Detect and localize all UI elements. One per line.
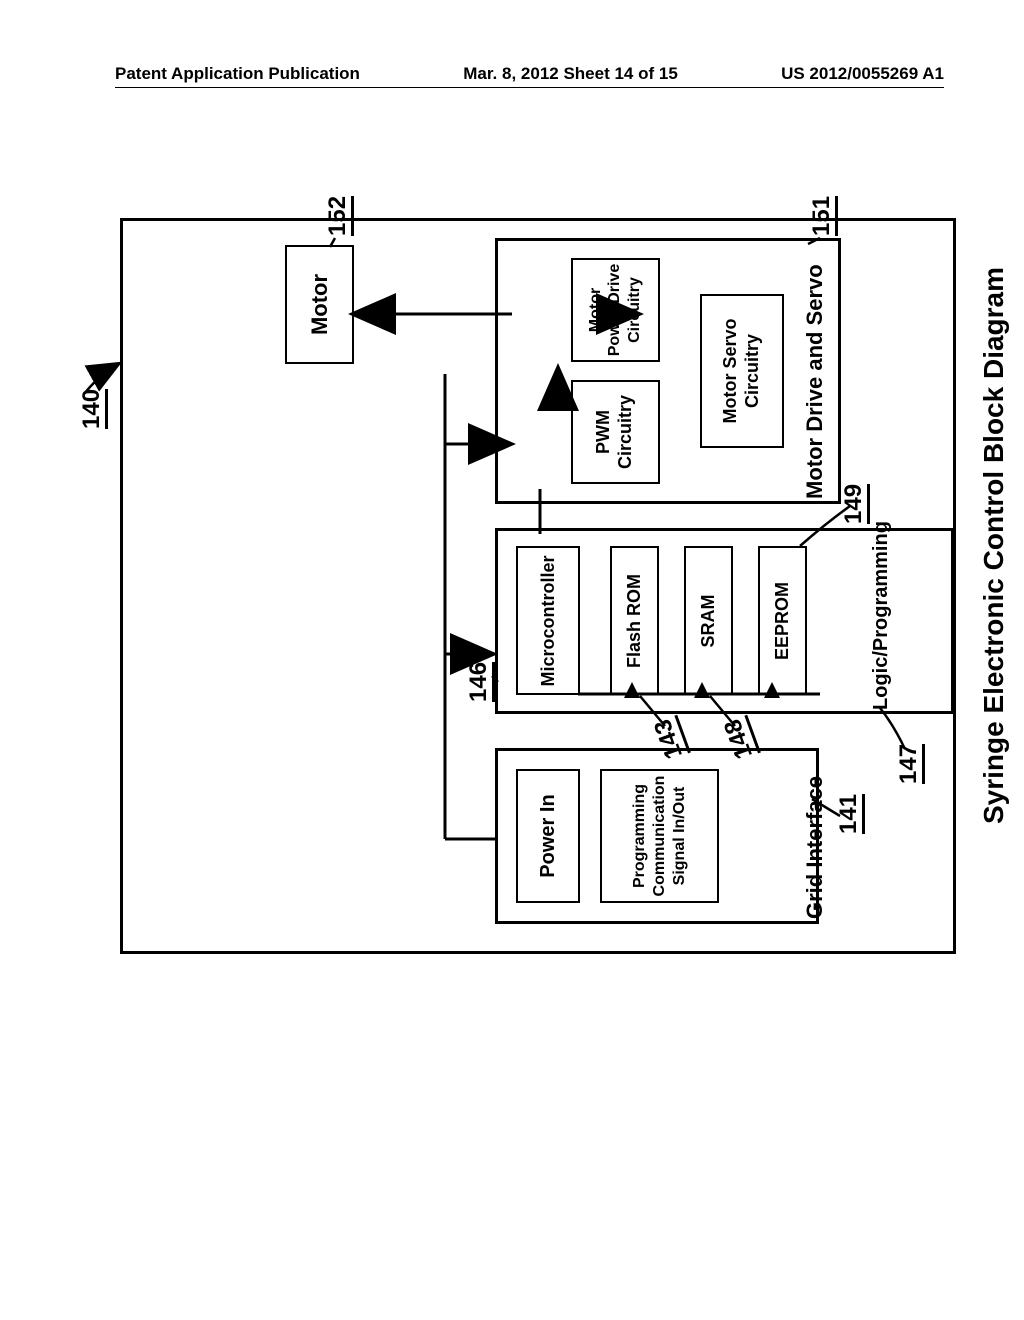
pwm-box: PWM Circuitry [571, 380, 660, 484]
diagram-title: Syringe Electronic Control Block Diagram [978, 267, 1010, 824]
flash-box: Flash ROM [610, 547, 659, 696]
header-center: Mar. 8, 2012 Sheet 14 of 15 [463, 64, 678, 84]
servo-box: Motor Servo Circuitry [700, 294, 784, 448]
header-right: US 2012/0055269 A1 [781, 64, 944, 84]
motor-drive-box: PWM Circuitry Motor Power Drive Circuitr… [495, 238, 841, 504]
motor-drive-label: Motor Drive and Servo [802, 264, 828, 499]
prog-comm-box: Programming Communication Signal In/Out [600, 769, 719, 903]
ref-146: 146 [465, 662, 493, 702]
power-in-box: Power In [516, 769, 580, 903]
diagram-rotated-frame: 140 Power In Programming Communication S… [120, 224, 950, 954]
header-left: Patent Application Publication [115, 64, 360, 84]
eeprom-box: EEPROM [758, 547, 807, 696]
sram-box: SRAM [684, 547, 733, 696]
ref-151: 151 [808, 196, 836, 236]
logic-label: Logic/Programming [870, 521, 893, 710]
ref-152: 152 [324, 196, 352, 236]
ref-140: 140 [78, 389, 106, 429]
motor-box: Motor [285, 245, 354, 364]
ref-149: 149 [840, 484, 868, 524]
power-drive-box: Motor Power Drive Circuitry [571, 258, 660, 362]
micro-box: Microcontroller [516, 547, 580, 696]
patent-header: Patent Application Publication Mar. 8, 2… [115, 64, 944, 88]
ref-141: 141 [835, 794, 863, 834]
ref-147: 147 [895, 744, 923, 784]
grid-interface-box: Power In Programming Communication Signa… [495, 748, 819, 924]
grid-interface-label: Grid Interface [802, 776, 828, 919]
